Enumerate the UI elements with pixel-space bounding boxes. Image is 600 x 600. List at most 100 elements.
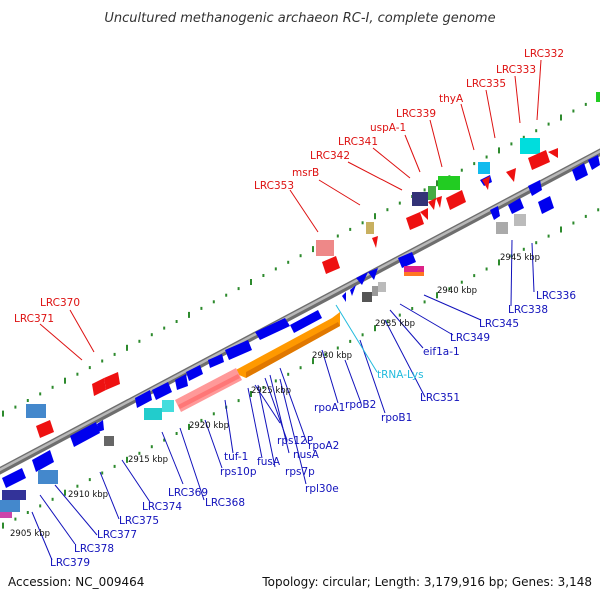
gene-label[interactable]: tuf-1 [224,451,248,463]
rna-operon[interactable] [232,312,340,378]
minor-tick [200,306,203,310]
major-tick [312,358,314,365]
minor-tick [14,405,17,409]
gene-label[interactable]: LRC353 [254,180,294,192]
gene-label[interactable]: nusA [293,449,320,461]
gene-label[interactable]: rps10p [220,466,257,478]
gene-label[interactable]: LRC351 [420,392,460,404]
major-tick [560,114,562,121]
accession-text: Accession: NC_009464 [8,575,144,589]
scale-label: 2915 kbp [128,455,168,465]
gene-label[interactable]: rpoA1 [314,402,345,414]
minor-tick [460,168,463,172]
minor-tick [225,293,228,297]
gene-label[interactable]: uspA-1 [370,122,406,134]
major-tick [250,279,252,285]
forward-gene-cluster[interactable] [2,155,600,488]
gene-label[interactable]: LRC371 [14,313,54,325]
gene-label[interactable]: rpoA2 [308,440,339,452]
gene-label[interactable]: LRC339 [396,108,436,120]
minor-tick [584,214,587,218]
minor-tick [473,274,476,278]
gene-label[interactable]: tRNA-Lys [377,369,424,381]
minor-tick [522,247,525,251]
gene-label[interactable]: LRC345 [479,318,519,330]
minor-tick [287,372,290,376]
gene-label[interactable]: LRC338 [508,304,548,316]
leader-lines [31,59,542,561]
minor-tick [485,267,488,271]
gene-label[interactable]: LRC369 [168,487,208,499]
gene-label[interactable]: LRC378 [74,543,114,555]
gene-label[interactable]: rpoB1 [381,412,412,424]
minor-tick [398,201,401,205]
minor-tick [398,313,401,317]
gene-label[interactable]: LRC375 [119,515,159,527]
gene-label[interactable]: msrB [292,167,319,179]
gene-label[interactable]: LRC342 [310,150,350,162]
minor-tick [423,300,426,304]
upper-genes[interactable] [26,92,600,438]
minor-tick [473,162,476,166]
minor-tick [138,339,141,343]
gene-label[interactable]: LRC368 [205,497,245,509]
minor-tick [274,267,277,271]
minor-tick [39,392,42,396]
gene-label[interactable]: rps12P [277,435,313,447]
scale-label: 2905 kbp [10,529,50,539]
minor-tick [51,385,54,389]
minor-tick [163,438,166,442]
gene-label[interactable]: rps7p [285,466,315,478]
gene-label[interactable]: LRC374 [142,501,182,513]
minor-tick [572,109,575,113]
minor-tick [535,241,538,245]
gene-label[interactable]: LRC332 [524,48,564,60]
minor-tick [349,227,352,231]
gene-label[interactable]: LRC379 [50,557,90,569]
gene-label[interactable]: LRC377 [97,529,137,541]
scale-label: 2930 kbp [312,351,352,361]
minor-tick [349,339,352,343]
gene-label[interactable]: LRC341 [338,136,378,148]
gene-label[interactable]: rpl30e [305,483,339,495]
minor-tick [150,333,153,337]
minor-tick [150,445,153,449]
major-tick [126,456,128,463]
minor-tick [274,379,277,383]
gene-label[interactable]: thyA [439,93,464,105]
major-tick [498,259,500,266]
gene-label[interactable]: rpoB2 [345,399,376,411]
minor-tick [299,254,302,258]
gene-label[interactable]: LRC349 [450,332,490,344]
minor-tick [113,464,116,468]
major-tick [250,391,252,397]
gene-label[interactable]: LRC370 [40,297,80,309]
ribosomal-protein-genes[interactable] [175,368,242,412]
minor-tick [584,102,587,106]
minor-tick [262,386,265,389]
minor-tick [163,326,166,330]
major-tick [2,522,4,529]
minor-tick [287,260,290,264]
minor-tick [510,142,513,146]
minor-tick [547,122,550,126]
small-lower-genes[interactable] [0,214,526,518]
gene-label[interactable]: LRC335 [466,78,506,90]
major-tick [188,311,190,318]
gene-label[interactable]: LRC333 [496,64,536,76]
minor-tick [522,135,525,139]
minor-tick [361,221,364,225]
minor-tick [113,352,116,356]
minor-tick [26,399,29,402]
minor-tick [460,280,463,284]
gene-label[interactable]: LRC336 [536,290,576,302]
minor-tick [324,353,327,357]
scale-label: 2910 kbp [68,490,108,500]
minor-tick [423,188,426,192]
map-title: Uncultured methanogenic archaeon RC-I, c… [104,11,495,26]
genome-summary-text: Topology: circular; Length: 3,179,916 bp… [261,575,592,589]
gene-label[interactable]: eif1a-1 [423,346,460,358]
minor-tick [200,418,203,422]
gene-label[interactable]: fusA [257,456,281,468]
